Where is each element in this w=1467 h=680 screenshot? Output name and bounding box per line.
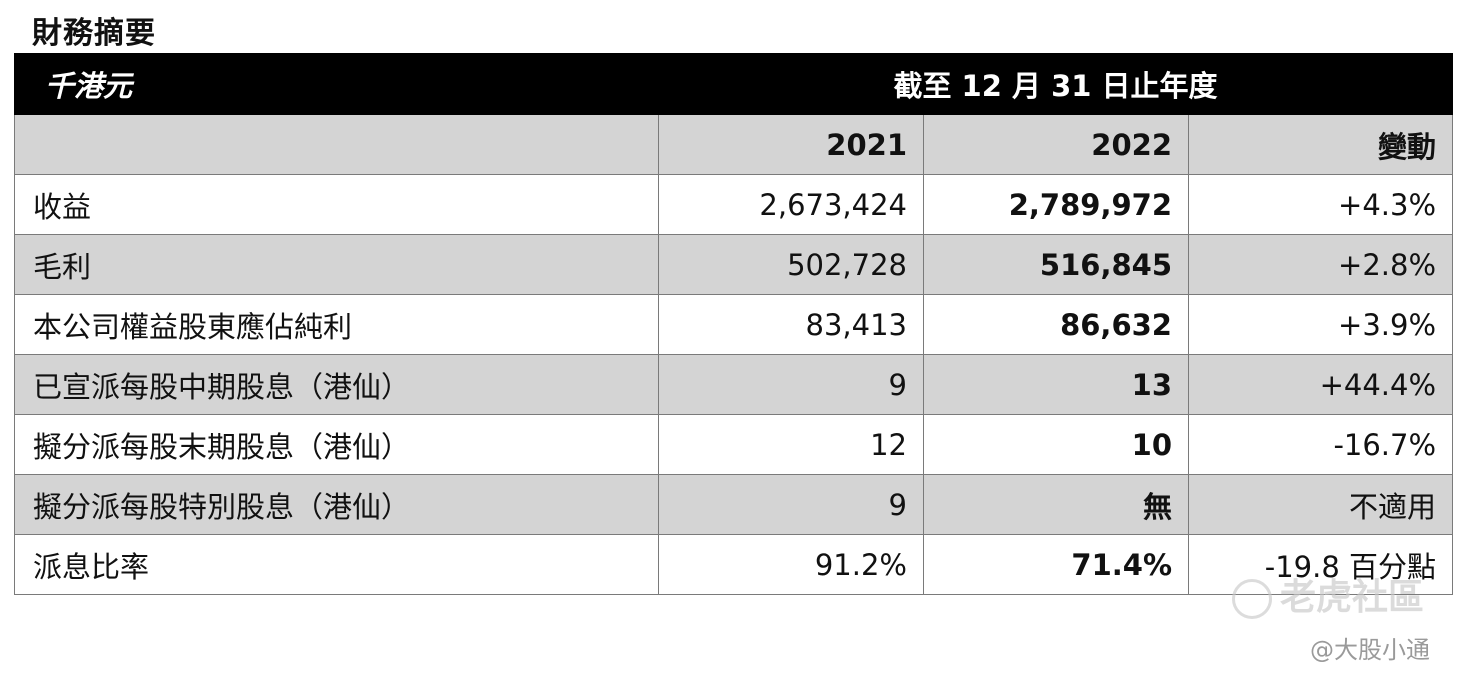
column-header-label — [14, 114, 659, 175]
row-label: 毛利 — [14, 234, 659, 295]
value-change: +4.3% — [1187, 174, 1454, 235]
table-header-row: 千港元 截至 12 月 31 日止年度 — [14, 53, 1454, 115]
table-row: 本公司權益股東應佔純利 83,413 86,632 +3.9% — [14, 294, 1454, 355]
period-label: 截至 12 月 31 日止年度 — [657, 53, 1454, 115]
value-2021: 91.2% — [658, 534, 924, 595]
table-row: 已宣派每股中期股息（港仙） 9 13 +44.4% — [14, 354, 1454, 415]
row-label: 派息比率 — [14, 534, 659, 595]
value-2022: 無 — [923, 474, 1189, 535]
value-change: 不適用 — [1187, 474, 1454, 535]
row-label: 擬分派每股末期股息（港仙） — [14, 414, 659, 475]
watermark-handle: @大股小通 — [1310, 636, 1430, 664]
value-2021: 502,728 — [658, 234, 924, 295]
value-2021: 2,673,424 — [658, 174, 924, 235]
row-label: 擬分派每股特別股息（港仙） — [14, 474, 659, 535]
value-2022: 10 — [923, 414, 1189, 475]
value-2021: 12 — [658, 414, 924, 475]
value-2021: 9 — [658, 474, 924, 535]
value-2022: 71.4% — [923, 534, 1189, 595]
table-row: 毛利 502,728 516,845 +2.8% — [14, 234, 1454, 295]
value-2021: 9 — [658, 354, 924, 415]
row-label: 已宣派每股中期股息（港仙） — [14, 354, 659, 415]
page-title: 財務摘要 — [32, 16, 156, 51]
column-header-2021: 2021 — [658, 114, 924, 175]
table-row: 擬分派每股末期股息（港仙） 12 10 -16.7% — [14, 414, 1454, 475]
value-2022: 2,789,972 — [923, 174, 1189, 235]
table-row: 擬分派每股特別股息（港仙） 9 無 不適用 — [14, 474, 1454, 535]
value-2022: 13 — [923, 354, 1189, 415]
financial-summary-table: 千港元 截至 12 月 31 日止年度 2021 2022 變動 收益 2,67… — [14, 53, 1454, 595]
column-header-row: 2021 2022 變動 — [14, 114, 1454, 175]
value-change: +2.8% — [1187, 234, 1454, 295]
table-row: 收益 2,673,424 2,789,972 +4.3% — [14, 174, 1454, 235]
value-change: +3.9% — [1187, 294, 1454, 355]
column-header-change: 變動 — [1187, 114, 1454, 175]
table-row: 派息比率 91.2% 71.4% -19.8 百分點 — [14, 534, 1454, 595]
value-change: -19.8 百分點 — [1187, 534, 1454, 595]
value-change: +44.4% — [1187, 354, 1454, 415]
value-change: -16.7% — [1187, 414, 1454, 475]
value-2022: 516,845 — [923, 234, 1189, 295]
column-header-2022: 2022 — [923, 114, 1189, 175]
value-2022: 86,632 — [923, 294, 1189, 355]
row-label: 本公司權益股東應佔純利 — [14, 294, 659, 355]
row-label: 收益 — [14, 174, 659, 235]
value-2021: 83,413 — [658, 294, 924, 355]
unit-label: 千港元 — [14, 53, 659, 115]
